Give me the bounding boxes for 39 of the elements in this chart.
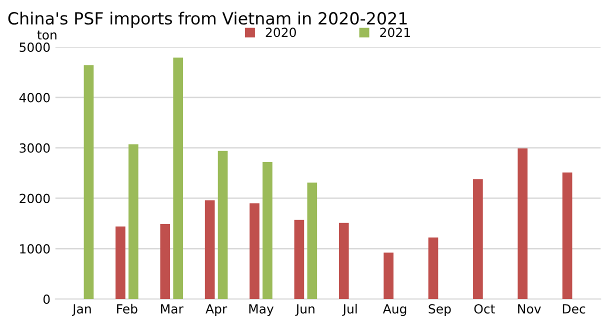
x-tick-label: Apr (206, 304, 228, 316)
bar (262, 162, 272, 300)
bar (250, 203, 260, 300)
legend-label: 2020 (266, 28, 296, 38)
x-tick-label: Jul (342, 304, 357, 316)
bar (173, 58, 184, 300)
bar (204, 200, 215, 300)
bar (218, 150, 228, 300)
bar (562, 172, 572, 300)
x-tick-label: Dec (562, 304, 586, 314)
x-tick-label: Mar (161, 304, 184, 314)
bar (384, 252, 394, 300)
x-tick-label: Feb (117, 304, 138, 314)
y-tick-label: 4000 (19, 92, 50, 102)
bar (338, 222, 349, 300)
bar (428, 238, 438, 300)
legend-label: 2021 (380, 28, 410, 38)
x-tick-label: Sep (428, 304, 451, 316)
x-tick-label: May (249, 304, 274, 316)
x-tick-label: Nov (518, 304, 541, 314)
y-tick-label: 1000 (20, 244, 50, 254)
y-tick-label: 5000 (20, 42, 50, 52)
chart-title: China's PSF imports from Vietnam in 2020-2021 (8, 12, 407, 28)
bar (160, 224, 170, 300)
bar (84, 65, 94, 300)
x-tick-label: Jan (72, 304, 91, 316)
bar (473, 179, 483, 300)
bar (294, 220, 304, 300)
y-axis-title: ton (37, 30, 56, 40)
x-tick-label: Aug (382, 304, 406, 316)
y-tick-label: 0 (43, 294, 50, 304)
bar (518, 148, 528, 300)
y-tick-label: 3000 (20, 143, 50, 153)
x-tick-label: Jun (295, 304, 314, 316)
bar (307, 182, 318, 300)
y-tick-label: 2000 (20, 194, 50, 204)
x-tick-label: Oct (474, 304, 495, 314)
bar (128, 144, 138, 300)
bar (116, 226, 126, 300)
